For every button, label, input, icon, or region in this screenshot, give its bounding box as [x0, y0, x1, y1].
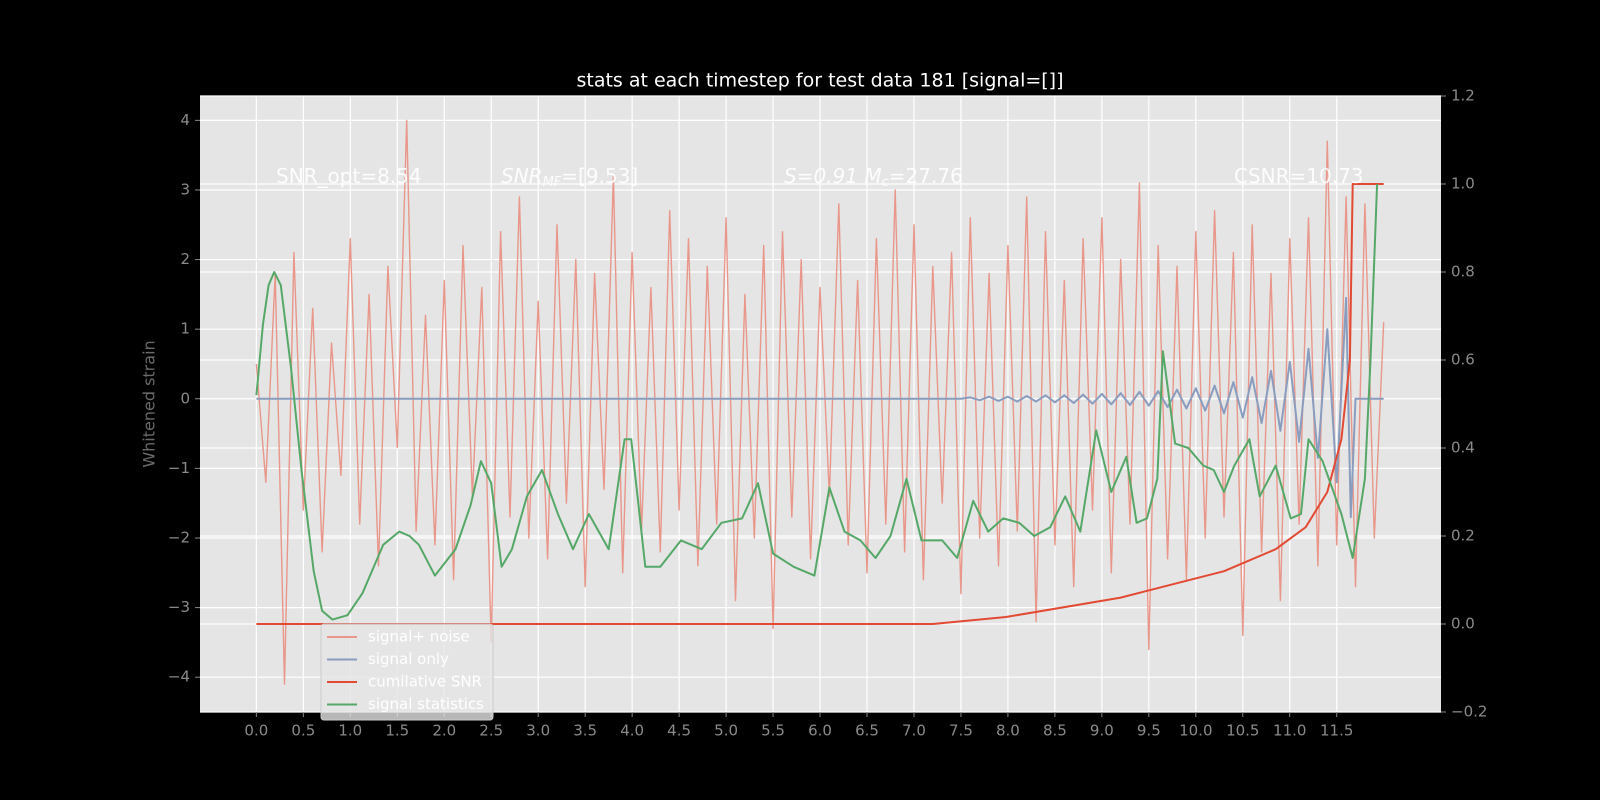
x-tick-label: 2.0: [432, 722, 456, 740]
y-tick-label: 3: [180, 180, 190, 198]
legend-label: signal+ noise: [368, 628, 470, 646]
annotation: CSNR=10.73: [1234, 164, 1364, 188]
series-group: [255, 119, 1385, 685]
annotation-part: =[9.53]: [561, 164, 638, 188]
series-line: [256, 296, 1384, 519]
x-tick-label: 4.5: [667, 722, 691, 740]
y-tick-label: 2: [180, 250, 190, 268]
y-tick-label: −1: [168, 459, 190, 477]
x-tick-label: 0.0: [244, 722, 268, 740]
y2-tick-label: −0.2: [1451, 703, 1487, 721]
y2-tick-label: 0.2: [1451, 527, 1475, 545]
chart-title: stats at each timestep for test data 181…: [576, 70, 1063, 92]
annotation: SNRMF=[9.53]: [501, 164, 638, 190]
y-axis-label: Whitened strain: [140, 340, 159, 467]
x-tick-label: 9.0: [1090, 722, 1114, 740]
y2-tick-label: 0.8: [1451, 263, 1475, 281]
x-tick-label: 6.5: [855, 722, 879, 740]
annotation-part: SNR: [501, 164, 543, 188]
x-tick-label: 3.5: [573, 722, 597, 740]
x-tick-label: 0.5: [291, 722, 315, 740]
x-tick-label: 10.0: [1179, 722, 1212, 740]
y-tick-label: −4: [168, 668, 190, 686]
y2-tick-label: 0.4: [1451, 439, 1475, 457]
y-tick-label: −2: [168, 528, 190, 546]
x-tick-label: 9.5: [1137, 722, 1161, 740]
annotation-part: c: [882, 175, 889, 190]
x-tick-label: 11.0: [1273, 722, 1306, 740]
y-tick-label: 4: [180, 111, 190, 129]
y2-tick-label: 1.2: [1451, 87, 1475, 105]
y-tick-label: −3: [168, 598, 190, 616]
annotation-part: MF: [543, 175, 562, 190]
legend-label: signal statistics: [368, 695, 484, 713]
series-line: [256, 183, 1384, 625]
x-tick-label: 1.5: [385, 722, 409, 740]
annotation: SNR_opt=8.54: [276, 164, 422, 188]
y2-tick-label: 0.0: [1451, 615, 1475, 633]
y2-tick-label: 0.6: [1451, 351, 1475, 369]
annotation-part: CSNR=10.73: [1234, 164, 1364, 188]
series-line: [255, 183, 1379, 621]
y-tick-label: 0: [180, 389, 190, 407]
x-tick-label: 4.0: [620, 722, 644, 740]
y2-tick-label: 1.0: [1451, 175, 1475, 193]
annotation-part: =27.76: [889, 164, 963, 188]
x-tick-label: 10.5: [1226, 722, 1259, 740]
legend-box: [320, 623, 494, 721]
annotation-part: SNR_opt=8.54: [276, 164, 422, 188]
x-tick-label: 2.5: [479, 722, 503, 740]
x-tick-label: 5.0: [714, 722, 738, 740]
x-tick-label: 8.5: [1043, 722, 1067, 740]
x-tick-label: 1.0: [338, 722, 362, 740]
series-line: [255, 119, 1385, 685]
x-tick-label: 7.0: [902, 722, 926, 740]
x-tick-label: 3.0: [526, 722, 550, 740]
legend-label: signal only: [368, 650, 449, 668]
x-tick-label: 11.5: [1320, 722, 1353, 740]
legend-label: cumilative SNR: [368, 673, 482, 691]
x-tick-label: 5.5: [761, 722, 785, 740]
x-tick-label: 6.0: [808, 722, 832, 740]
x-tick-label: 8.0: [996, 722, 1020, 740]
y-tick-label: 1: [180, 320, 190, 338]
annotation: S=0.91 Mc=27.76: [784, 164, 963, 190]
annotation-part: S=0.91 M: [784, 164, 882, 188]
x-tick-label: 7.5: [949, 722, 973, 740]
